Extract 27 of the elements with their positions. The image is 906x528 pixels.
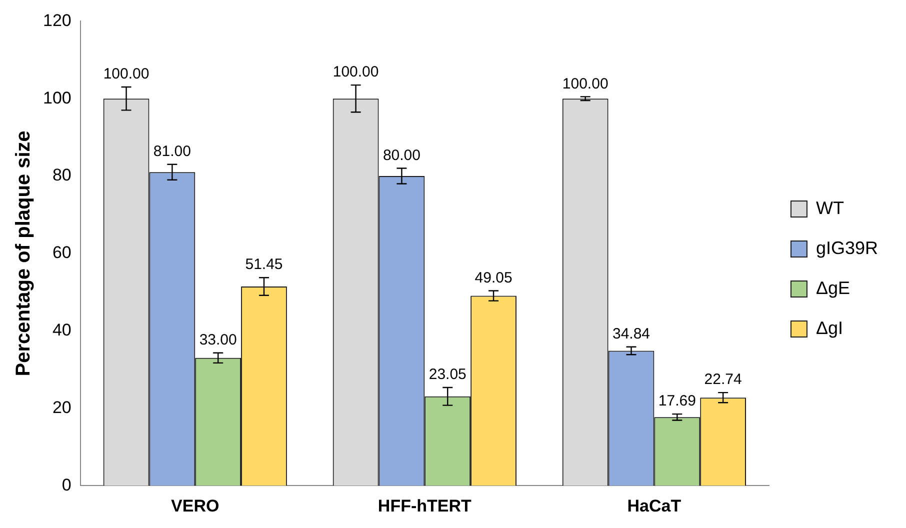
data-label: 51.45 xyxy=(245,256,283,274)
legend-label: ΔgE xyxy=(816,278,850,298)
data-label: 34.84 xyxy=(612,326,650,343)
data-label: 100.00 xyxy=(103,66,150,83)
data-label: 100.00 xyxy=(332,64,379,81)
x-tick-label: HFF-hTERT xyxy=(378,496,472,516)
data-label: 100.00 xyxy=(562,75,608,92)
y-tick-label: 120 xyxy=(42,10,72,30)
y-tick-label: 60 xyxy=(52,243,72,262)
legend-label: WT xyxy=(816,198,844,218)
legend-label: gIG39R xyxy=(816,238,878,258)
y-tick-label: 40 xyxy=(52,320,72,340)
data-label: 17.69 xyxy=(658,392,696,410)
y-axis-title: Percentage of plaque size xyxy=(12,130,35,376)
y-tick-label: 20 xyxy=(52,398,72,417)
data-label: 81.00 xyxy=(153,143,191,160)
data-label: 49.05 xyxy=(474,269,512,286)
y-tick-label: 80 xyxy=(52,166,72,185)
x-tick-label: VERO xyxy=(171,496,220,516)
data-label: 33.00 xyxy=(199,332,237,348)
y-tick-label: 0 xyxy=(62,475,72,494)
data-label: 23.05 xyxy=(428,366,466,384)
data-label: 22.74 xyxy=(704,371,742,388)
x-tick-label: HaCaT xyxy=(627,496,682,516)
y-tick-label: 100 xyxy=(42,88,72,108)
data-label: 80.00 xyxy=(382,146,420,164)
legend-label: ΔgI xyxy=(816,318,844,338)
